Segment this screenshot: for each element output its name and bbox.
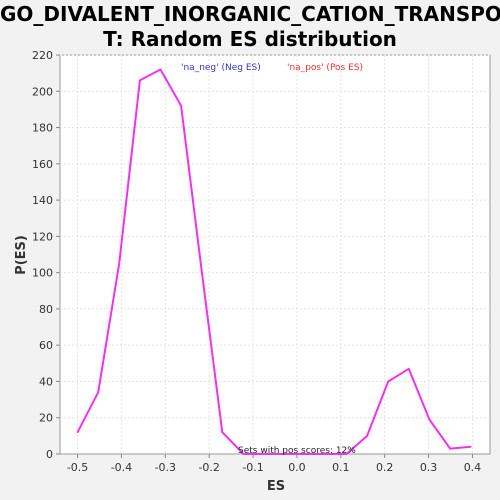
data-point (449, 447, 451, 450)
y-tick-label: 40 (39, 375, 53, 388)
data-point (139, 79, 141, 82)
annotation: Sets with pos scores: 12% (238, 446, 356, 456)
y-tick-label: 140 (32, 194, 53, 207)
data-point (387, 380, 390, 383)
x-axis-label: ES (267, 479, 285, 494)
data-point (200, 270, 203, 272)
data-point (408, 368, 410, 370)
data-point (76, 431, 79, 434)
x-tick-label: 0.0 (288, 461, 306, 474)
series-line (76, 68, 471, 455)
x-tick-label: -0.2 (198, 461, 219, 474)
y-tick-label: 100 (32, 267, 53, 280)
data-point (366, 435, 368, 437)
data-point (180, 105, 182, 107)
grid (60, 54, 490, 454)
legend-pos: 'na_pos' (Pos ES) (287, 63, 363, 73)
x-tick-label: -0.1 (242, 461, 263, 474)
data-point (118, 262, 120, 265)
y-tick-label: 80 (39, 303, 53, 316)
y-axis-label: P(ES) (14, 235, 29, 275)
y-tick-label: 120 (32, 230, 53, 243)
y-tick-label: 220 (32, 49, 53, 62)
y-tick-label: 200 (32, 85, 53, 98)
data-point (159, 68, 162, 71)
x-tick-label: -0.5 (67, 461, 88, 474)
x-tick-label: 0.2 (376, 461, 394, 474)
data-point (325, 453, 327, 455)
chart-title-line-2: T: Random ES distribution (103, 27, 397, 51)
series-layer (76, 68, 472, 455)
data-point (263, 453, 265, 455)
x-tick-label: -0.4 (111, 461, 132, 474)
y-tick-label: 160 (32, 158, 53, 171)
legend-neg: 'na_neg' (Neg ES) (181, 63, 261, 73)
y-tick-label: 180 (32, 122, 53, 135)
data-point (304, 453, 307, 455)
data-point (242, 453, 245, 455)
chart-title-line-1: GO_DIVALENT_INORGANIC_CATION_TRANSPOR (0, 2, 500, 26)
x-tick-label: 0.1 (332, 461, 350, 474)
plot-area (59, 54, 491, 455)
y-tick-label: 0 (46, 448, 53, 461)
data-point (221, 431, 224, 434)
data-point (283, 453, 286, 455)
data-point (97, 391, 99, 394)
data-point (469, 445, 472, 448)
data-point (428, 418, 431, 421)
x-tick-label: 0.4 (464, 461, 482, 474)
x-tick-label: 0.3 (420, 461, 438, 474)
data-point (345, 453, 348, 455)
chart-title: GO_DIVALENT_INORGANIC_CATION_TRANSPOR T:… (0, 2, 500, 52)
y-tick-label: 60 (39, 339, 53, 352)
y-tick-label: 20 (39, 412, 53, 425)
x-tick-label: -0.3 (155, 461, 176, 474)
axes: 0 20 40 60 80 100 120 140 160 180 200 220 -0.5 -0.4 -0… (32, 49, 481, 474)
